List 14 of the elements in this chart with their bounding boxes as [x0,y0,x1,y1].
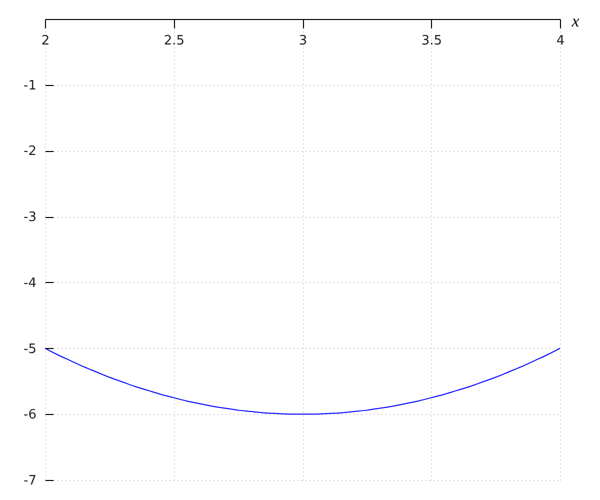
x-tick-label: 3 [298,34,308,48]
y-tick-label: -5 [24,342,36,357]
x-tick-label: 3.5 [421,34,442,48]
y-tick-label: -2 [24,144,36,160]
y-tick-label: -6 [24,408,36,423]
y-tick-label: -7 [24,474,36,488]
x-tick-label: 2.5 [164,34,185,48]
y-tick-label: -3 [24,210,36,226]
x-axis-title: x [570,12,580,30]
y-tick-label: -4 [24,276,36,291]
y-tick-label: -1 [24,78,36,94]
x-tick-label: 2 [41,34,50,48]
line-series [45,348,560,415]
x-tick-label: 4 [556,34,565,48]
